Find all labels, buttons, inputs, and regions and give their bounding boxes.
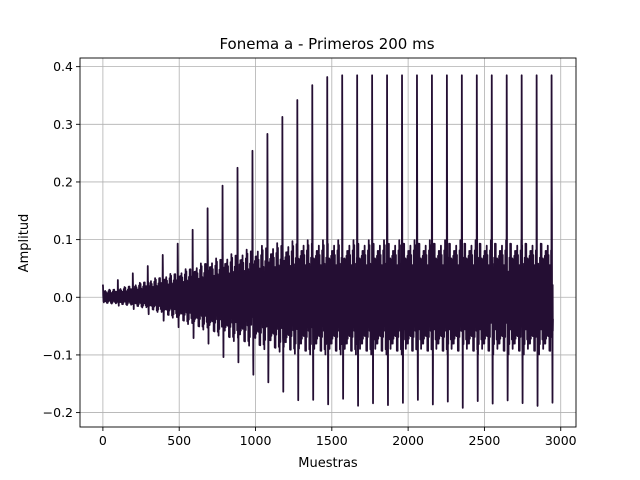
y-tick-label: −0.1: [43, 347, 73, 362]
x-tick-label: 0: [99, 433, 107, 448]
y-tick-label: 0.4: [53, 59, 73, 74]
y-axis-ticks: −0.2 −0.1 0.0 0.1 0.2 0.3 0.4: [43, 59, 80, 420]
x-tick-label: 500: [167, 433, 191, 448]
plot-area: [101, 74, 554, 409]
y-tick-label: 0.2: [53, 174, 73, 189]
y-tick-label: 0.1: [53, 232, 73, 247]
x-axis-label: Muestras: [298, 456, 358, 471]
waveform-line: [101, 74, 554, 409]
series-waveform: [101, 74, 554, 409]
y-tick-label: 0.0: [53, 290, 73, 305]
x-tick-label: 2000: [392, 433, 424, 448]
x-tick-label: 3000: [545, 433, 577, 448]
plot-frame: [79, 57, 577, 428]
y-tick-label: −0.2: [43, 405, 73, 420]
x-tick-label: 2500: [469, 433, 501, 448]
x-tick-label: 1500: [316, 433, 348, 448]
y-axis-label: Amplitud: [17, 214, 32, 273]
chart-title: Fonema a - Primeros 200 ms: [219, 35, 434, 53]
y-tick-label: 0.3: [53, 117, 73, 132]
x-axis-ticks: 0 500 1000 1500 2000 2500 3000: [99, 427, 577, 448]
x-tick-label: 1000: [240, 433, 272, 448]
